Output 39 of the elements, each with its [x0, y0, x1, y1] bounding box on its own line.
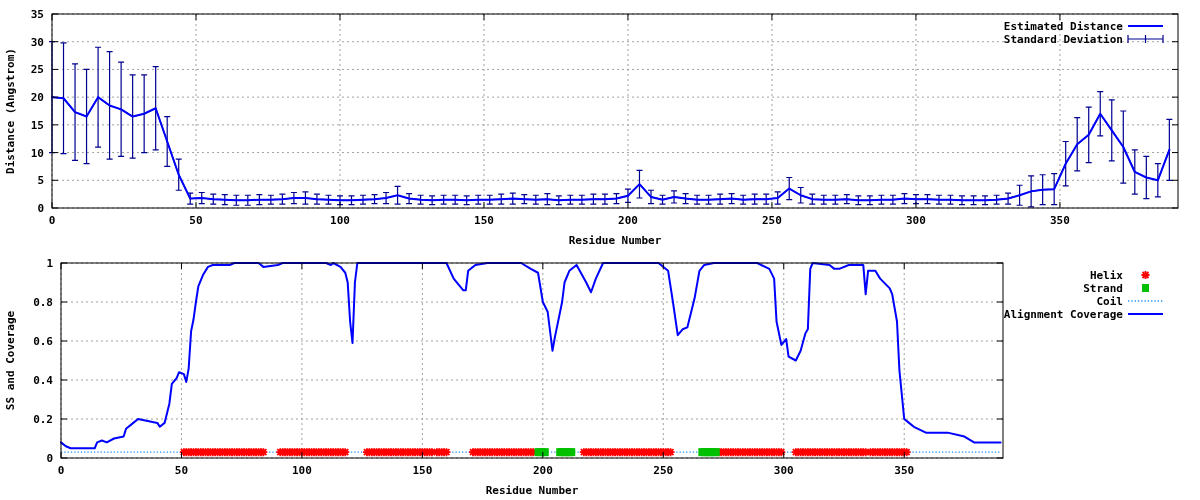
y-tick-label: 25	[30, 63, 44, 77]
legend-label: Alignment Coverage	[1003, 308, 1124, 321]
y-tick-label: 5	[37, 174, 44, 188]
x-tick-label: 350	[1049, 214, 1070, 227]
y-tick-label: 35	[30, 8, 44, 21]
legend-label: Coil	[1096, 295, 1123, 308]
x-tick-label: 100	[291, 464, 312, 477]
x-axis-title: Residue Number	[485, 484, 579, 497]
legend-label: Strand	[1083, 282, 1123, 295]
x-tick-label: 300	[773, 464, 794, 477]
y-tick-label: 20	[30, 91, 44, 105]
y-tick-label: 15	[30, 118, 44, 132]
x-tick-label: 0	[57, 464, 65, 477]
y-axis-title: Distance (Angstrom)	[4, 48, 17, 174]
y-tick-label: 30	[30, 35, 44, 49]
x-tick-label: 200	[532, 464, 553, 477]
x-tick-label: 50	[174, 464, 189, 477]
y-tick-label: 0.2	[33, 413, 53, 426]
x-tick-label: 150	[474, 214, 494, 227]
x-tick-label: 50	[189, 214, 203, 227]
x-tick-label: 350	[894, 464, 915, 477]
legend-label: Helix	[1089, 269, 1124, 282]
x-tick-label: 250	[653, 464, 674, 477]
y-tick-label: 0	[37, 202, 44, 215]
x-tick-label: 300	[906, 214, 926, 227]
y-tick-label: 0	[46, 452, 53, 465]
x-tick-label: 200	[618, 214, 638, 227]
y-axis-title: SS and Coverage	[4, 310, 17, 411]
legend-label: Estimated Distance	[1003, 20, 1124, 33]
x-tick-label: 150	[412, 464, 433, 477]
y-tick-label: 10	[30, 146, 44, 160]
legend-label: Standard Deviation	[1003, 33, 1123, 46]
y-tick-label: 0.8	[33, 296, 53, 309]
x-axis-title: Residue Number	[568, 234, 662, 247]
y-tick-label: 0.6	[33, 335, 54, 348]
x-tick-label: 100	[330, 214, 350, 227]
y-tick-label: 0.4	[33, 374, 54, 387]
y-tick-label: 1	[46, 257, 54, 270]
x-tick-label: 250	[762, 214, 782, 227]
